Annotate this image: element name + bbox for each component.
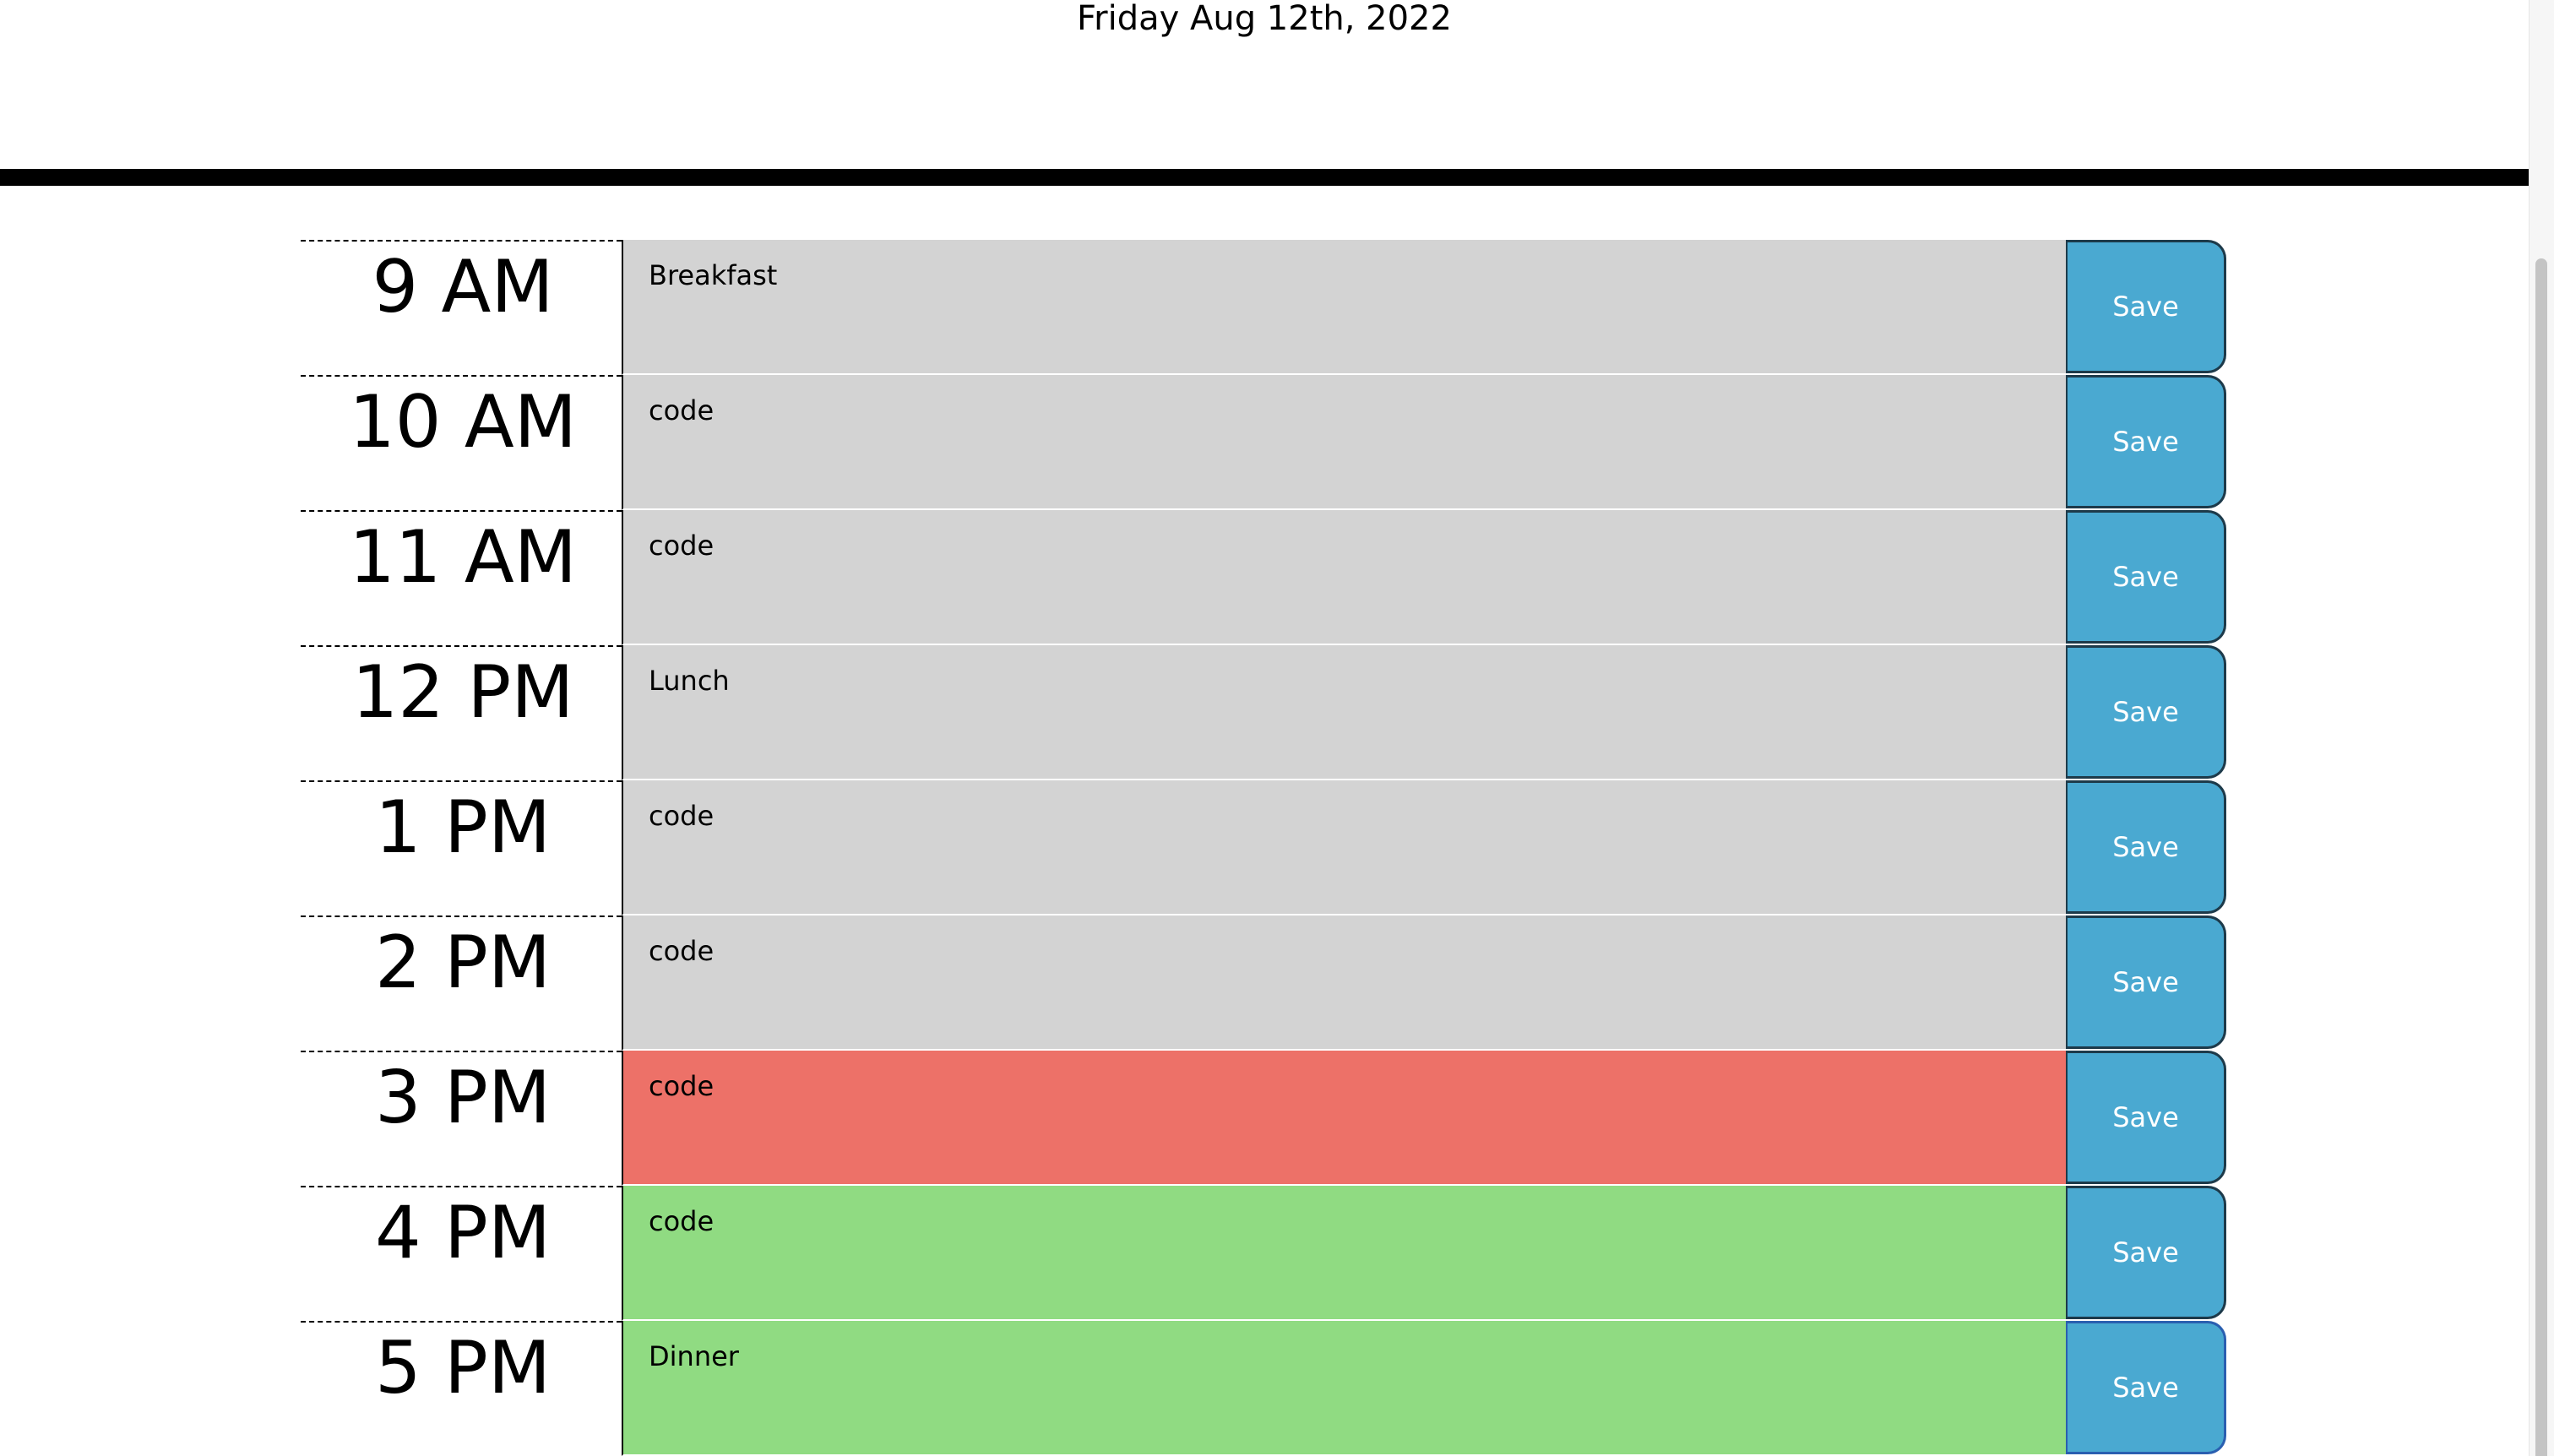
save-button[interactable]: Save: [2066, 645, 2226, 779]
event-description-input[interactable]: Breakfast: [622, 240, 2066, 375]
time-block-12pm: 12 PM Lunch Save: [301, 645, 2226, 780]
time-block-9am: 9 AM Breakfast Save: [301, 240, 2226, 375]
event-description-input[interactable]: code: [622, 915, 2066, 1051]
event-description-input[interactable]: code: [622, 1186, 2066, 1321]
hour-label: 12 PM: [301, 645, 622, 780]
save-button[interactable]: Save: [2066, 1051, 2226, 1184]
hour-label: 3 PM: [301, 1051, 622, 1186]
save-button[interactable]: Save: [2066, 240, 2226, 373]
time-block-11am: 11 AM code Save: [301, 510, 2226, 645]
event-description-input[interactable]: code: [622, 780, 2066, 915]
time-block-3pm: 3 PM code Save: [301, 1051, 2226, 1186]
save-button[interactable]: Save: [2066, 780, 2226, 914]
header: Friday Aug 12th, 2022: [0, 0, 2529, 169]
current-day: Friday Aug 12th, 2022: [1077, 0, 1452, 38]
header-divider: [0, 169, 2529, 186]
time-block-2pm: 2 PM code Save: [301, 915, 2226, 1051]
save-button[interactable]: Save: [2066, 375, 2226, 508]
save-button[interactable]: Save: [2066, 1321, 2226, 1454]
hour-label: 10 AM: [301, 375, 622, 510]
event-description-input[interactable]: Lunch: [622, 645, 2066, 780]
hour-label: 1 PM: [301, 780, 622, 915]
event-description-input[interactable]: code: [622, 375, 2066, 510]
hour-label: 11 AM: [301, 510, 622, 645]
time-block-10am: 10 AM code Save: [301, 375, 2226, 510]
save-button[interactable]: Save: [2066, 1186, 2226, 1319]
hour-label: 5 PM: [301, 1321, 622, 1456]
event-description-input[interactable]: code: [622, 510, 2066, 645]
hour-label: 9 AM: [301, 240, 622, 375]
event-description-input[interactable]: code: [622, 1051, 2066, 1186]
time-block-5pm: 5 PM Dinner Save: [301, 1321, 2226, 1456]
event-description-input[interactable]: Dinner: [622, 1321, 2066, 1456]
time-block-1pm: 1 PM code Save: [301, 780, 2226, 915]
hour-label: 4 PM: [301, 1186, 622, 1321]
save-button[interactable]: Save: [2066, 915, 2226, 1049]
save-button[interactable]: Save: [2066, 510, 2226, 644]
hour-label: 2 PM: [301, 915, 622, 1051]
time-block-4pm: 4 PM code Save: [301, 1186, 2226, 1321]
scrollbar-thumb[interactable]: [2535, 258, 2547, 1456]
time-block-list: 9 AM Breakfast Save 10 AM code Save 11 A…: [301, 240, 2226, 1456]
